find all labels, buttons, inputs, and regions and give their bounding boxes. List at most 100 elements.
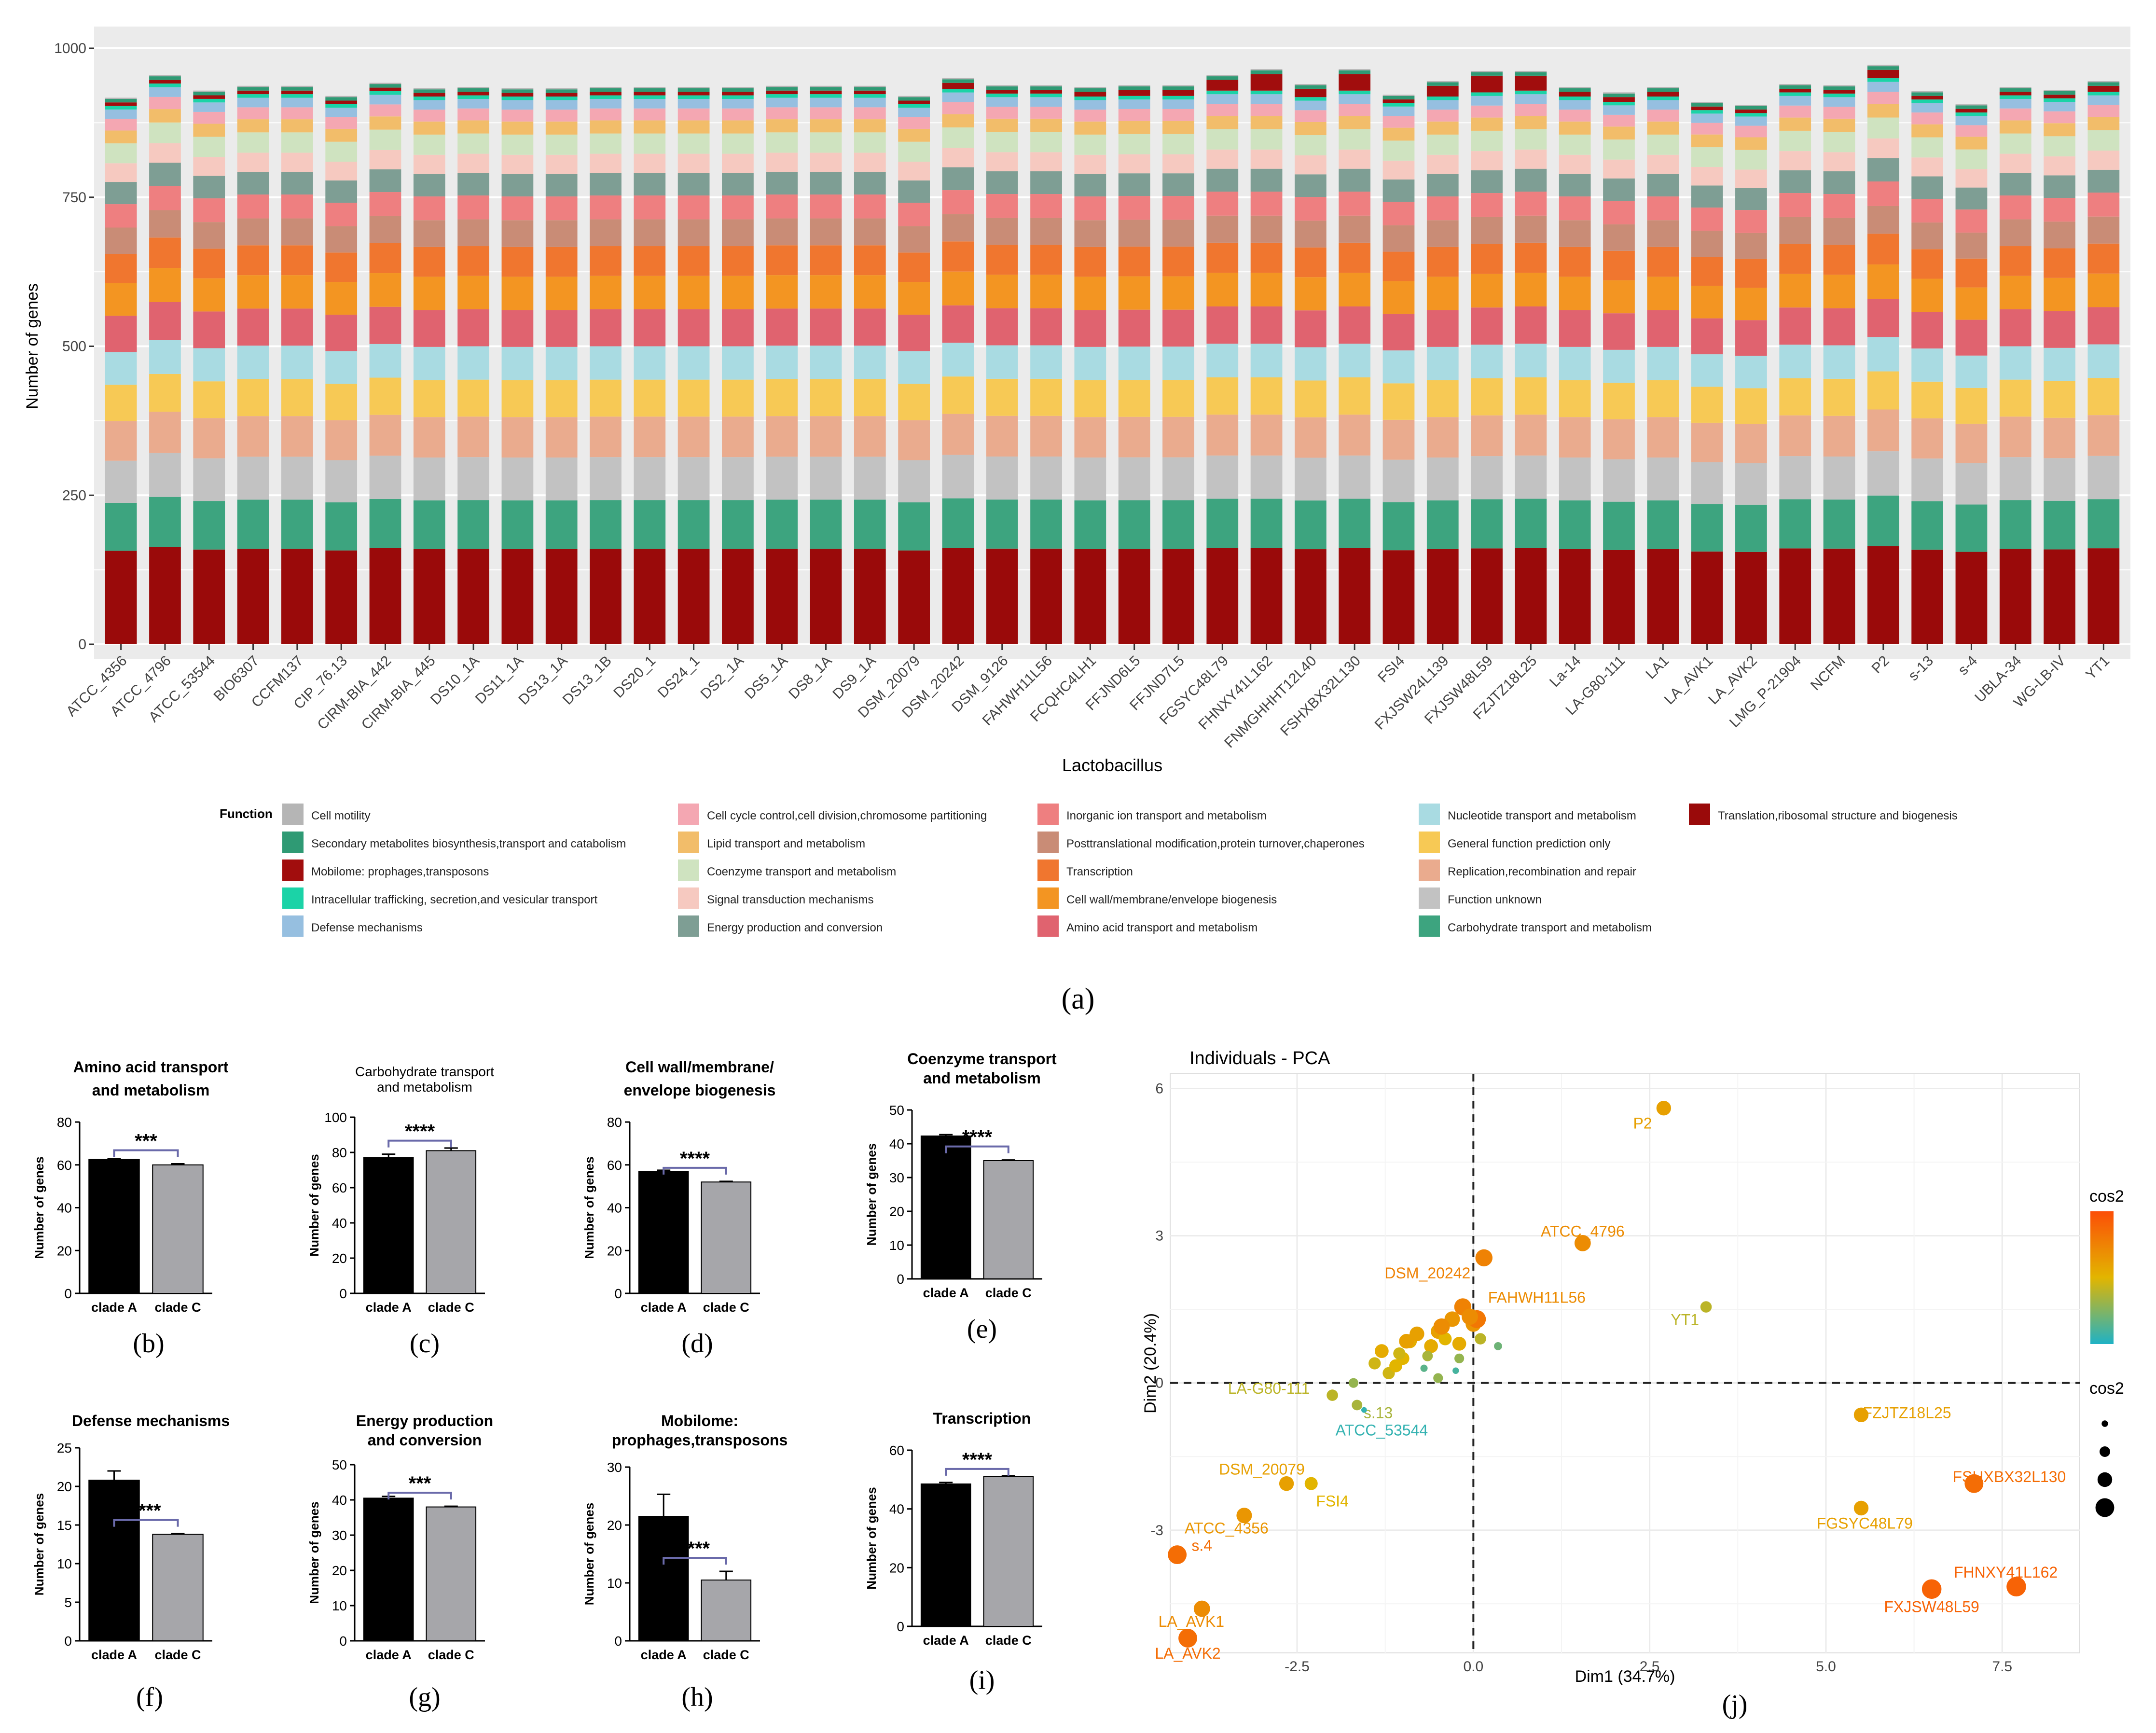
bar-segment [325, 128, 358, 142]
bar-segment [545, 247, 578, 277]
legend-swatch [1037, 860, 1059, 881]
y-tick-label: 80 [607, 1115, 622, 1130]
bar-segment [810, 97, 842, 108]
bar-segment [501, 88, 534, 90]
bar-segment [1735, 109, 1767, 113]
bar-segment [1559, 100, 1591, 110]
bar-segment [766, 548, 798, 644]
bar-segment [457, 500, 489, 549]
bar-segment [1911, 92, 1943, 96]
bar-segment [237, 245, 269, 276]
y-tick-label: 20 [57, 1479, 72, 1494]
y-axis-title: Number of genes [307, 1154, 321, 1256]
bar-segment [1339, 168, 1371, 192]
bar-segment [1295, 197, 1327, 221]
bar-segment [369, 150, 401, 169]
bar-segment [325, 104, 358, 108]
x-tick-label: -2.5 [1285, 1659, 1310, 1675]
bar-segment [1735, 125, 1767, 138]
bar-segment [105, 551, 137, 644]
bar-segment [2087, 95, 2120, 105]
bar-segment [1118, 196, 1150, 220]
bar-segment [1162, 86, 1194, 90]
bar-segment [1647, 500, 1679, 549]
bar-segment [325, 226, 358, 253]
bar-segment [942, 89, 974, 93]
bar-segment [105, 502, 137, 551]
bar-segment [1911, 458, 1943, 501]
bar-segment [413, 89, 445, 93]
y-tick-label: 30 [889, 1170, 904, 1185]
bar-segment [1999, 92, 2032, 96]
bar-segment [105, 102, 137, 106]
bar-segment [1118, 99, 1150, 109]
bar-segment [766, 153, 798, 172]
bar-segment [501, 380, 534, 417]
bar-segment [149, 237, 181, 268]
bar-segment [1250, 273, 1283, 306]
bar-segment [457, 379, 489, 417]
scatter-point [1348, 1378, 1359, 1388]
bar-segment [634, 173, 666, 196]
y-axis-title: Number of genes [307, 1501, 321, 1604]
bar-segment [1339, 377, 1371, 415]
bar-segment [369, 273, 401, 307]
bar-segment [1955, 104, 1988, 106]
bar-segment [1955, 209, 1988, 233]
bar-segment [1471, 72, 1503, 76]
bar-segment [1911, 157, 1943, 177]
bar-segment [1735, 424, 1767, 463]
bar-segment [854, 194, 886, 219]
bar-segment [1030, 416, 1062, 457]
bar-segment [766, 416, 798, 457]
bar-segment [1515, 377, 1547, 415]
bar-segment [149, 268, 181, 302]
bar-segment [1206, 192, 1239, 216]
bar-segment [1074, 247, 1106, 277]
y-tick-label: 20 [607, 1518, 622, 1533]
bar-segment [501, 134, 534, 155]
bar-segment [1867, 181, 1899, 206]
bar-segment [237, 172, 269, 195]
bar-segment [1999, 88, 2032, 92]
bar-segment [1162, 500, 1194, 549]
bar-segment [1295, 84, 1327, 85]
y-tick-label: 0 [64, 1634, 72, 1649]
bar-segment [281, 245, 313, 276]
bar-segment [1515, 90, 1547, 95]
bar-segment [810, 218, 842, 246]
y-tick-label: 1000 [54, 41, 86, 56]
bar-segment [545, 89, 578, 93]
bar-segment [1426, 134, 1459, 155]
bar-segment [590, 379, 622, 417]
legend-label: Transcription [1066, 865, 1133, 878]
bar-segment [1735, 552, 1767, 644]
bar-segment [854, 172, 886, 195]
bar-segment [766, 119, 798, 133]
panel-label-d: (d) [681, 1329, 713, 1359]
bar-segment [1295, 85, 1327, 89]
bar-segment [1471, 70, 1503, 72]
bar-segment [1955, 552, 1988, 644]
bar-segment [722, 219, 754, 247]
bar-segment [1603, 159, 1635, 179]
bar-segment [677, 195, 710, 220]
bar-segment [1250, 94, 1283, 104]
bar-segment [590, 92, 622, 96]
bar-segment [105, 385, 137, 421]
bar-segment [1603, 224, 1635, 251]
bar-segment [457, 98, 489, 109]
bar-segment [1955, 355, 1988, 388]
bar-segment [237, 218, 269, 246]
bar-segment [1162, 220, 1194, 247]
bar-segment [237, 119, 269, 133]
bar-segment [501, 174, 534, 197]
legend-swatch [282, 915, 304, 937]
bar-segment [1162, 276, 1194, 310]
bar-segment [810, 132, 842, 153]
bar-segment [766, 172, 798, 195]
bar-segment [677, 95, 710, 99]
bar-segment [1867, 104, 1899, 118]
bar-segment [1911, 549, 1943, 644]
bar-segment [1162, 196, 1194, 220]
